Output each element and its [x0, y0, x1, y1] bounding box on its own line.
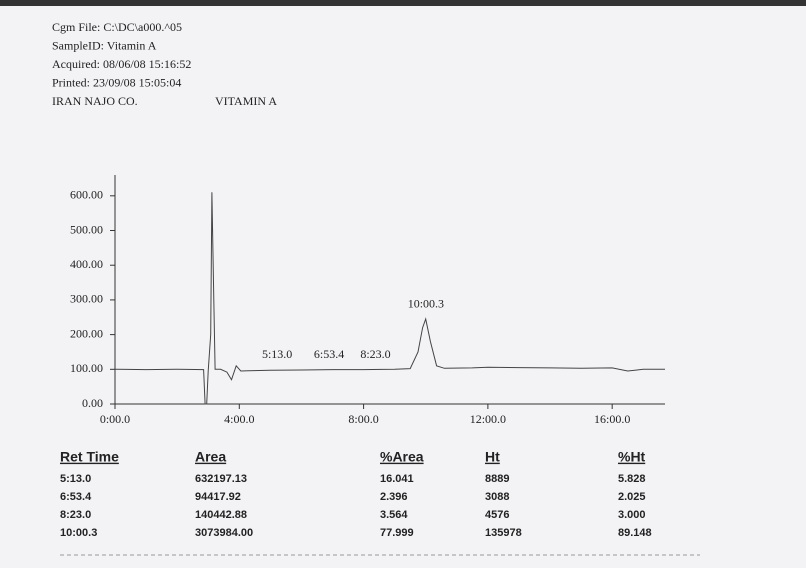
trace	[114, 192, 665, 405]
x-tick-label: 12:00.0	[470, 412, 506, 426]
table-cell: 89.148	[618, 527, 652, 539]
product-name: VITAMIN A	[215, 94, 277, 108]
y-tick-label: 0.00	[82, 396, 103, 410]
y-tick-label: 400.00	[70, 257, 103, 271]
x-tick-label: 4:00.0	[224, 412, 254, 426]
y-tick-label: 600.00	[70, 188, 103, 202]
table-cell: 5.828	[618, 473, 646, 485]
x-tick-label: 16:00.0	[594, 412, 630, 426]
peak-label: 6:53.4	[314, 347, 344, 361]
table-header: %Area	[380, 449, 424, 465]
table-cell: 6:53.4	[60, 491, 92, 503]
table-header: %Ht	[618, 449, 646, 465]
table-header: Ret Time	[60, 449, 119, 465]
table-cell: 94417.92	[195, 491, 241, 503]
header-line: Cgm File: C:\DC\a000.^05	[52, 20, 182, 34]
y-tick-label: 300.00	[70, 292, 103, 306]
table-cell: 2.396	[380, 491, 408, 503]
x-tick-label: 0:00.0	[100, 412, 130, 426]
table-header: Area	[195, 449, 226, 465]
table-cell: 5:13.0	[60, 473, 91, 485]
table-cell: 8889	[485, 473, 509, 485]
x-tick-label: 8:00.0	[348, 412, 378, 426]
table-cell: 4576	[485, 509, 509, 521]
table-cell: 632197.13	[195, 473, 247, 485]
y-tick-label: 200.00	[70, 326, 103, 340]
header-line: IRAN NAJO CO.	[52, 94, 138, 108]
scan-edge	[0, 0, 806, 6]
table-cell: 135978	[485, 527, 522, 539]
peak-label: 10:00.3	[408, 297, 444, 311]
table-cell: 3073984.00	[195, 527, 253, 539]
y-tick-label: 100.00	[70, 361, 103, 375]
peak-label: 5:13.0	[262, 347, 292, 361]
table-cell: 2.025	[618, 491, 646, 503]
header-line: Acquired: 08/06/08 15:16:52	[52, 57, 191, 71]
table-header: Ht	[485, 449, 500, 465]
table-cell: 3.564	[380, 509, 408, 521]
y-tick-label: 500.00	[70, 222, 103, 236]
header-line: SampleID: Vitamin A	[52, 38, 157, 52]
table-cell: 16.041	[380, 473, 414, 485]
table-cell: 77.999	[380, 527, 414, 539]
table-cell: 8:23.0	[60, 509, 91, 521]
header-line: Printed: 23/09/08 15:05:04	[52, 75, 181, 89]
table-cell: 3088	[485, 491, 509, 503]
table-cell: 140442.88	[195, 509, 247, 521]
peak-label: 8:23.0	[360, 347, 390, 361]
table-cell: 10:00.3	[60, 527, 97, 539]
table-cell: 3.000	[618, 509, 646, 521]
